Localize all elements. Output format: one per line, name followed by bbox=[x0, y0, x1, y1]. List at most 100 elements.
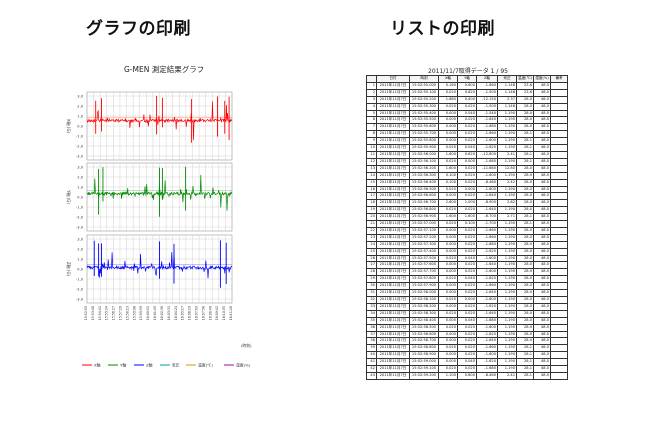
y-tick-label: -1.0 bbox=[76, 205, 84, 209]
y-axis-label: Y軸 (G) bbox=[66, 189, 72, 204]
table-cell: 15:52:59.000 bbox=[409, 358, 439, 367]
table-cell: 0.000 bbox=[438, 226, 458, 235]
table-cell: 48.0 bbox=[533, 323, 552, 332]
table-row: 35 2011年11月7日 15:52:58.400 0.000 0.040 -1.680… bbox=[366, 316, 569, 325]
table-cell: 15:52:56.600 bbox=[409, 192, 439, 201]
table-cell: 28.0 bbox=[515, 206, 535, 215]
table-cell: 48.0 bbox=[533, 344, 552, 353]
legend-label: Z軸 bbox=[146, 362, 153, 367]
table-row: 16 2011年11月7日 15:52:56.500 0.020 0.000 -1.600… bbox=[366, 185, 569, 194]
table-cell: 0.040 bbox=[457, 109, 477, 118]
table-cell bbox=[550, 309, 569, 318]
x-tick-label: 16:11:28 bbox=[229, 306, 233, 320]
table-cell: 1.148 bbox=[497, 102, 517, 111]
table-cell bbox=[550, 102, 569, 111]
table-cell: 1.600 bbox=[457, 213, 477, 222]
table-cell bbox=[550, 254, 569, 263]
table-cell: -1.640 bbox=[476, 309, 498, 318]
y-tick-label: -1.0 bbox=[76, 134, 84, 138]
x-tick-label: 16:09:42 bbox=[215, 306, 219, 320]
table-cell: 1.190 bbox=[497, 185, 517, 194]
table-cell: 0.600 bbox=[457, 371, 477, 380]
table-cell: 2011年11月7日 bbox=[376, 261, 410, 270]
graph-print-heading: グラフの印刷 bbox=[86, 19, 191, 39]
table-cell: 19 bbox=[366, 206, 377, 215]
table-cell: 2011年11月7日 bbox=[376, 178, 410, 187]
table-cell: 1.190 bbox=[497, 226, 517, 235]
table-cell: 0.020 bbox=[457, 130, 477, 139]
table-cell: 28.0 bbox=[515, 296, 535, 304]
table-cell: 12 bbox=[366, 157, 377, 166]
table-cell: 48.0 bbox=[533, 109, 552, 118]
table-cell bbox=[550, 137, 569, 146]
table-cell: 15:52:57.400 bbox=[409, 247, 439, 256]
table-cell: 48.0 bbox=[533, 130, 552, 139]
table-cell: 0.000 bbox=[457, 185, 477, 194]
table-cell: 2.41 bbox=[497, 150, 517, 159]
table-cell: 48.0 bbox=[533, 220, 552, 228]
table-cell: 1.190 bbox=[497, 192, 517, 201]
table-cell: 2.41 bbox=[497, 371, 517, 380]
table-cell: -1.640 bbox=[476, 261, 498, 270]
column-header: 気圧 bbox=[497, 75, 517, 83]
table-cell: 0.100 bbox=[457, 220, 477, 228]
table-cell: 0.000 bbox=[438, 130, 458, 139]
table-cell bbox=[550, 358, 569, 367]
table-cell: 1.190 bbox=[497, 206, 517, 215]
table-row: 4 2011年11月7日 15:52:55.300 0.020 0.020 -1.500 1… bbox=[366, 102, 569, 111]
table-row: 33 2011年11月7日 15:52:58.200 0.000 0.020 -1.620… bbox=[366, 302, 569, 311]
column-header: 温度(℃) bbox=[515, 75, 535, 83]
table-cell: 1.680 bbox=[438, 95, 458, 104]
table-cell: 28 bbox=[366, 268, 377, 277]
table-cell: 0.000 bbox=[438, 289, 458, 297]
table-row: 42 2011年11月7日 15:52:59.100 0.020 0.020 -1.680… bbox=[366, 365, 569, 373]
table-cell: -1.620 bbox=[476, 144, 498, 152]
table-cell: 48.0 bbox=[533, 233, 552, 242]
table-cell: 31 bbox=[366, 289, 377, 297]
table-cell: -1.660 bbox=[476, 130, 498, 139]
table-cell: 2011年11月7日 bbox=[376, 323, 410, 332]
table-cell: 2011年11月7日 bbox=[376, 351, 410, 360]
table-cell: 0.000 bbox=[438, 192, 458, 201]
table-cell: 0.020 bbox=[457, 164, 477, 173]
table-cell: 0.020 bbox=[457, 123, 477, 132]
table-cell: 15:52:56.000 bbox=[409, 150, 439, 159]
table-header-row: 日付 時刻 X軸 Y軸 Z軸 気圧 温度(℃) 湿度(%) 備考 bbox=[366, 75, 569, 83]
table-cell: 1.190 bbox=[497, 323, 517, 332]
table-cell bbox=[550, 323, 569, 332]
table-row: 30 2011年11月7日 15:52:57.900 0.000 0.020 -1.660… bbox=[366, 282, 569, 291]
table-cell: 2011年11月7日 bbox=[376, 247, 410, 256]
table-cell: 48.0 bbox=[533, 226, 552, 235]
table-row: 36 2011年11月7日 15:52:58.500 0.020 0.020 -1.600… bbox=[366, 323, 569, 332]
table-cell: 15:52:55.500 bbox=[409, 116, 439, 125]
table-cell: 1.190 bbox=[497, 220, 517, 228]
table-cell: 0.020 bbox=[457, 233, 477, 242]
table-cell: 15:52:56.200 bbox=[409, 164, 439, 173]
table-cell: 2011年11月7日 bbox=[376, 164, 410, 173]
y-tick-label: 2.0 bbox=[77, 175, 83, 179]
table-cell: 0.000 bbox=[438, 302, 458, 311]
table-cell: 0.020 bbox=[438, 88, 458, 97]
table-cell: 7 bbox=[366, 123, 377, 132]
table-cell: 28.1 bbox=[515, 344, 535, 353]
table-cell: 28.1 bbox=[515, 157, 535, 166]
chart-title: G-MEN 測定結果グラフ bbox=[124, 65, 205, 74]
table-cell: 2011年11月7日 bbox=[376, 213, 410, 222]
table-cell: 0.600 bbox=[457, 81, 477, 90]
table-cell: 15:52:58.300 bbox=[409, 309, 439, 318]
table-cell: 15:52:55.200 bbox=[409, 95, 439, 104]
table-cell: 0.020 bbox=[457, 337, 477, 346]
table-cell: 10 bbox=[366, 144, 377, 152]
table-cell: 48.0 bbox=[533, 240, 552, 249]
table-cell: 28.0 bbox=[515, 171, 535, 180]
table-cell: 28.0 bbox=[515, 254, 535, 263]
table-cell: 28.1 bbox=[515, 130, 535, 139]
table-cell: 1.190 bbox=[497, 157, 517, 166]
table-cell: 0.020 bbox=[438, 309, 458, 318]
table-cell: 0.020 bbox=[457, 102, 477, 111]
table-cell: 26 bbox=[366, 254, 377, 263]
table-cell: -1.600 bbox=[476, 323, 498, 332]
table-cell: 0.620 bbox=[457, 88, 477, 97]
table-cell: -1.600 bbox=[476, 171, 498, 180]
table-cell: 2011年11月7日 bbox=[376, 206, 410, 215]
